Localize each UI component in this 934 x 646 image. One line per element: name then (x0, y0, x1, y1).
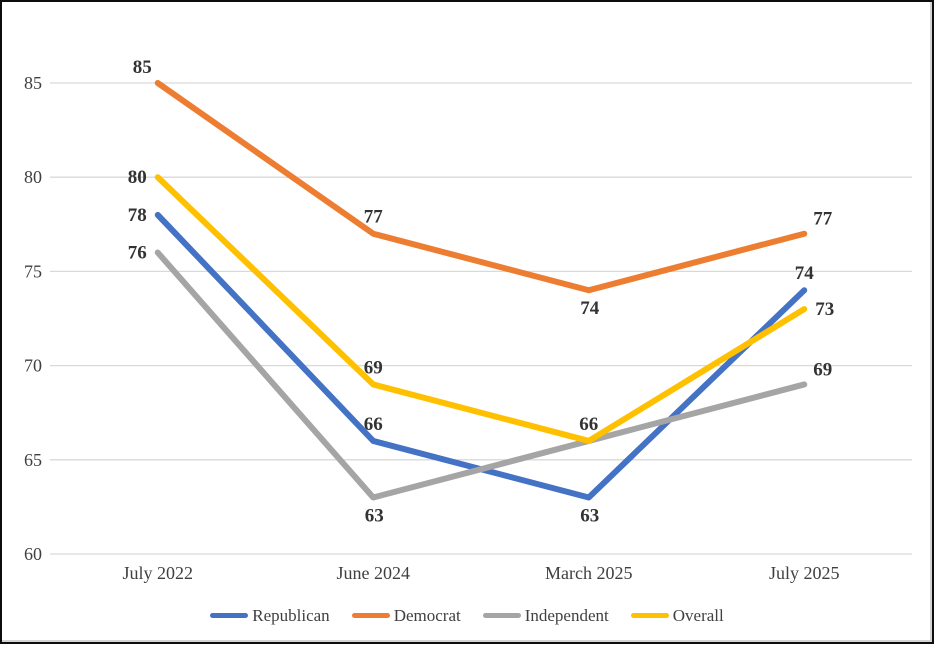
data-label-democrat: 77 (813, 209, 833, 230)
y-axis-tick-label: 70 (24, 356, 42, 376)
data-label-republican: 74 (795, 263, 815, 284)
legend-swatch-republican (210, 612, 249, 618)
x-axis-category-label: July 2025 (769, 563, 840, 583)
data-label-republican: 63 (580, 505, 599, 526)
data-label-democrat: 85 (133, 57, 152, 78)
legend-item-republican: Republican (210, 605, 330, 625)
data-label-independent: 63 (365, 505, 384, 526)
data-label-overall: 69 (364, 357, 383, 378)
legend-label: Democrat (393, 605, 461, 625)
y-axis-tick-label: 65 (24, 450, 42, 470)
legend-label: Republican (252, 605, 330, 625)
legend-swatch-independent (482, 612, 521, 618)
data-label-independent: 76 (128, 243, 147, 264)
legend-swatch-overall (630, 612, 669, 618)
data-label-republican: 66 (364, 414, 383, 435)
data-label-democrat: 77 (364, 207, 384, 228)
legend-item-democrat: Democrat (351, 605, 461, 625)
series-line-overall (154, 174, 808, 444)
chart-legend: Republican Democrat Independent Overall (2, 603, 932, 627)
legend-item-overall: Overall (630, 605, 724, 625)
y-axis-tick-label: 85 (24, 73, 42, 93)
y-axis-tick-label: 60 (24, 544, 42, 564)
legend-label: Independent (524, 605, 609, 625)
data-label-overall: 73 (815, 299, 834, 320)
data-label-overall: 80 (128, 167, 147, 188)
legend-label: Overall (672, 605, 724, 625)
data-label-republican: 78 (128, 205, 147, 226)
data-label-overall: 66 (579, 414, 598, 435)
legend-item-independent: Independent (482, 605, 609, 625)
series-line-democrat (154, 80, 808, 294)
data-label-democrat: 74 (580, 298, 600, 319)
y-axis-tick-label: 75 (24, 261, 42, 281)
y-axis-tick-label: 80 (24, 167, 42, 187)
x-axis-category-label: March 2025 (545, 563, 632, 583)
series-line-independent (154, 249, 808, 501)
legend-swatch-democrat (351, 612, 390, 618)
data-label-independent: 69 (813, 359, 832, 380)
x-axis-category-label: July 2022 (122, 563, 193, 583)
x-axis-category-label: June 2024 (337, 563, 411, 583)
